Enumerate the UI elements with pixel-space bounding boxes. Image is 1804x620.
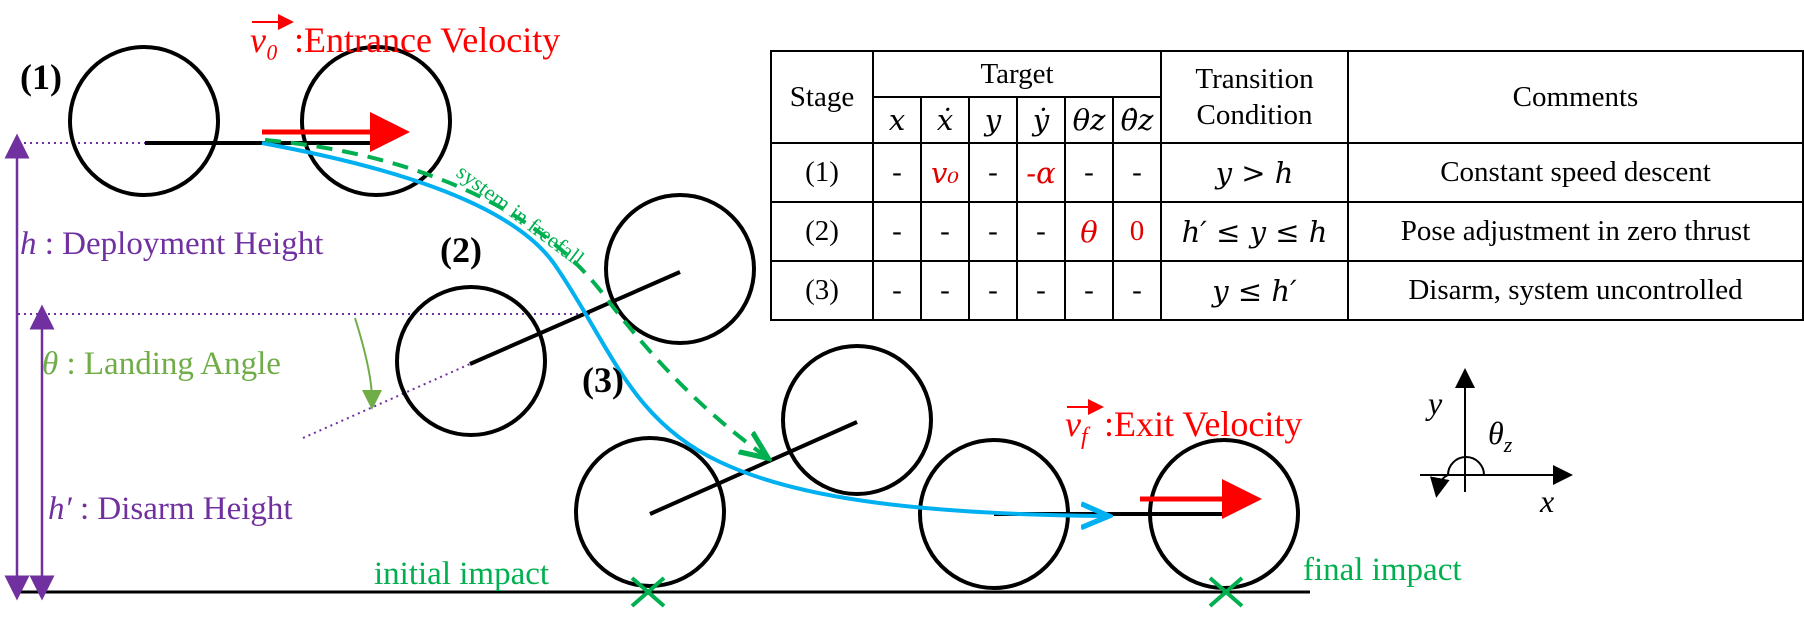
coordinate-frame-icon xyxy=(1420,368,1573,492)
row-target: v₀ xyxy=(920,142,970,203)
target-col-ydot: ẏ xyxy=(1016,96,1066,144)
row-target: - xyxy=(968,142,1018,203)
exit-velocity-symbol: vf xyxy=(1065,404,1091,450)
row-target: 0 xyxy=(1112,201,1162,262)
drone-final xyxy=(918,438,1300,590)
row-target: - xyxy=(968,201,1018,262)
row-target: - xyxy=(1016,201,1066,262)
row-stage: (1) xyxy=(770,142,874,203)
row-target: - xyxy=(872,142,922,203)
row-target: - xyxy=(872,260,922,321)
row-target: - xyxy=(920,260,970,321)
row-target: - xyxy=(968,260,1018,321)
initial-impact-marker xyxy=(630,576,666,608)
row-comment: Constant speed descent xyxy=(1347,142,1804,203)
row-target: - xyxy=(1112,142,1162,203)
target-col-thetaz: θz xyxy=(1064,96,1114,144)
row-target: -α xyxy=(1016,142,1066,203)
header-comments: Comments xyxy=(1347,50,1804,144)
row-comment: Disarm, system uncontrolled xyxy=(1347,260,1804,321)
header-transition: Transition Condition xyxy=(1160,50,1349,144)
entrance-velocity-symbol: v₀ xyxy=(250,20,279,60)
row-target: - xyxy=(1064,260,1114,321)
landing-angle-guide xyxy=(302,363,471,439)
drone-stage1 xyxy=(68,45,452,197)
row-condition: h′ ≤ y ≤ h xyxy=(1160,201,1349,262)
initial-impact-label: initial impact xyxy=(374,556,549,592)
landing-angle-label: θ : Landing Angle xyxy=(42,346,281,382)
row-target: - xyxy=(872,201,922,262)
row-stage: (2) xyxy=(770,201,874,262)
row-target: - xyxy=(920,201,970,262)
stage3-label: (3) xyxy=(582,360,624,400)
row-target: - xyxy=(1016,260,1066,321)
target-col-y: y xyxy=(968,96,1018,144)
target-col-thetazdot: θ̇z xyxy=(1112,96,1162,144)
stage2-label: (2) xyxy=(440,230,482,270)
table-row: (1) - v₀ - -α - - y > h Constant speed d… xyxy=(770,142,1804,203)
header-stage: Stage xyxy=(770,50,874,144)
header-target: Target xyxy=(872,50,1162,98)
deployment-height-label: h : Deployment Height xyxy=(20,226,323,262)
row-comment: Pose adjustment in zero thrust xyxy=(1347,201,1804,262)
axis-theta-label: θz xyxy=(1488,415,1513,457)
table-row: (3) - - - - - - y ≤ h′ Disarm, system un… xyxy=(770,260,1804,321)
final-impact-marker xyxy=(1208,576,1244,608)
row-condition: y ≤ h′ xyxy=(1160,260,1349,321)
entrance-velocity-label: :Entrance Velocity xyxy=(294,20,560,60)
row-target: θ xyxy=(1064,201,1114,262)
trajectory-path xyxy=(261,141,1105,516)
exit-velocity-label: :Exit Velocity xyxy=(1104,404,1302,444)
target-col-xdot: ẋ xyxy=(920,96,970,144)
landing-angle-arc xyxy=(354,317,382,410)
row-stage: (3) xyxy=(770,260,874,321)
axis-x-label: x xyxy=(1539,483,1554,519)
row-target: - xyxy=(1112,260,1162,321)
row-condition: y > h xyxy=(1160,142,1349,203)
axis-y-label: y xyxy=(1425,385,1443,421)
stage-table: Stage Target Transition Condition Comment… xyxy=(770,50,1804,321)
drone-stage3-impact xyxy=(574,344,933,588)
stage1-label: (1) xyxy=(20,57,62,97)
disarm-height-label: h′ : Disarm Height xyxy=(48,491,293,527)
target-col-x: x xyxy=(872,96,922,144)
final-impact-label: final impact xyxy=(1303,552,1462,588)
row-target: - xyxy=(1064,142,1114,203)
drone-stage2 xyxy=(395,193,756,437)
table-row: (2) - - - - θ 0 h′ ≤ y ≤ h Pose adjustme… xyxy=(770,201,1804,262)
